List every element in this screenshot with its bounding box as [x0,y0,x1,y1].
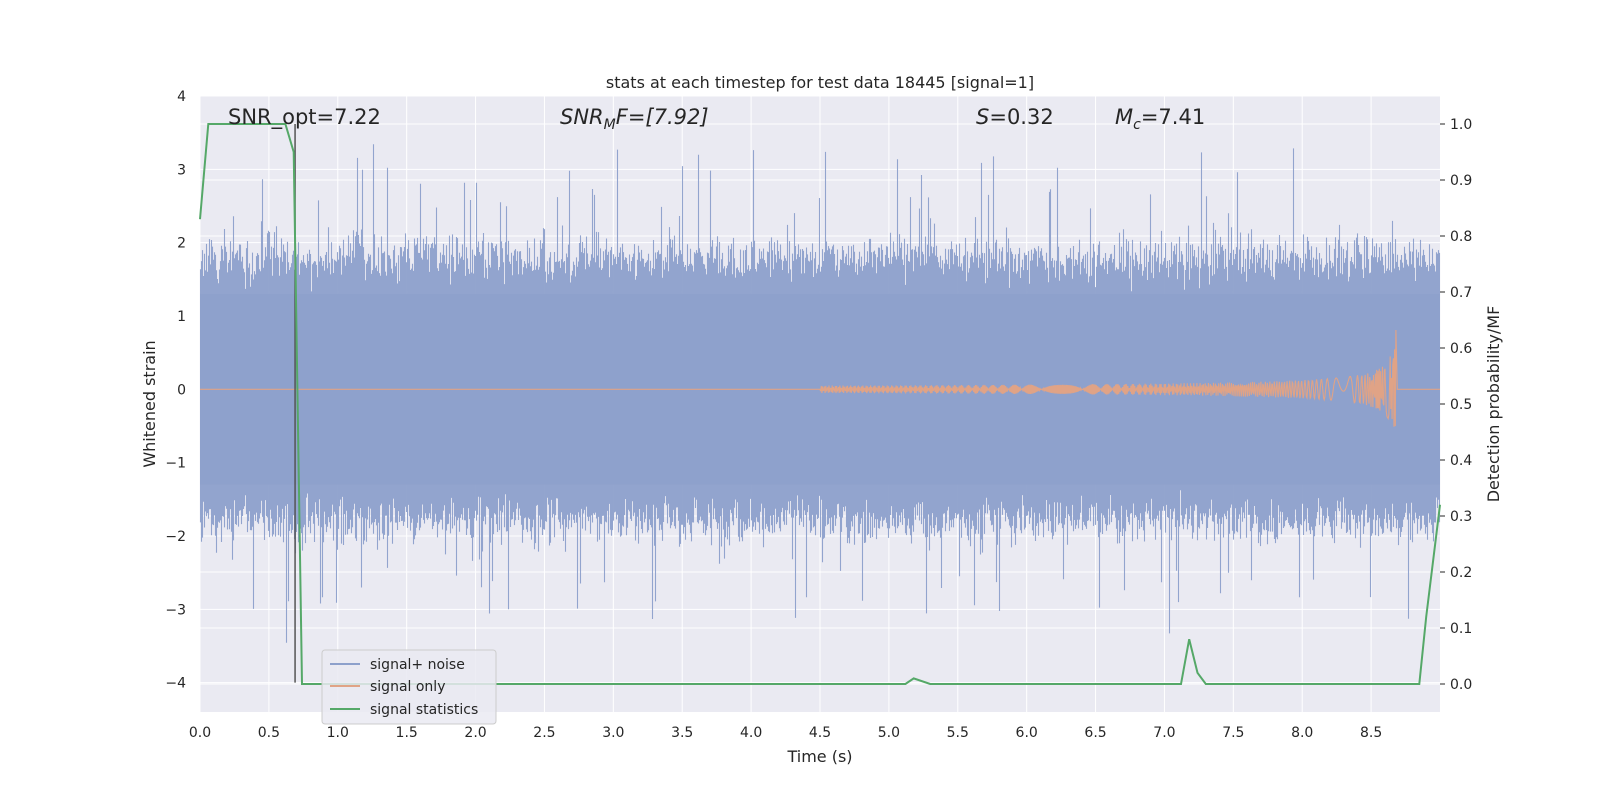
x-tick-label: 4.5 [809,725,831,741]
series-signal-only [200,329,1440,427]
y-left-tick-label: 3 [177,162,186,178]
y-right-tick-label: 0.8 [1450,229,1472,245]
annotation-mc-value: =7.41 [1141,105,1205,129]
x-tick-label: 8.5 [1360,725,1382,741]
y-left-tick-label: −3 [165,602,186,618]
y-right-tick-label: 0.7 [1450,285,1472,301]
legend-box [321,649,497,725]
legend-label-stats: signal statistics [370,702,478,718]
x-tick-label: 5.5 [947,725,969,741]
x-axis-ticks: 0.0 0.5 1.0 1.5 2.0 2.5 3.0 3.5 4.0 4.5 5.0 5.5 6.0 6… [189,725,1382,741]
y-right-tick-label: 0.1 [1450,621,1472,637]
annotation-mc-subscript: c [1133,117,1141,133]
signal-trace [200,329,1440,427]
x-tick-label: 3.0 [602,725,624,741]
y-axis-right-label: Detection probability/MF [1484,306,1503,503]
y-axis-right-ticks: 0.0 0.1 0.2 0.3 0.4 0.5 0.6 0.7 0.8 0.9 1.0 [1440,117,1472,693]
x-tick-label: 4.0 [740,725,762,741]
legend-label-signal: signal only [370,679,445,695]
series-signal-statistics [199,123,1441,685]
statistics-trace [199,123,1441,685]
x-tick-label: 6.0 [1016,725,1038,741]
annotation-snr-mf-symbol: SNR [560,105,604,129]
annotation-snr-mf-value: F=[7.92] [616,105,709,129]
annotation-mc: Mc=7.41 [1115,105,1205,133]
legend: signal+ noise signal only signal statist… [321,649,497,725]
y-left-tick-label: −4 [165,676,186,692]
x-tick-label: 3.5 [671,725,693,741]
annotation-s: S=0.32 [976,105,1054,129]
y-left-tick-label: −1 [165,456,186,472]
y-right-tick-label: 0.2 [1450,565,1472,581]
x-tick-label: 2.0 [464,725,486,741]
y-left-tick-label: 1 [177,309,186,325]
x-tick-label: 8.0 [1291,725,1313,741]
x-axis-label: Time (s) [786,747,852,766]
x-tick-label: 6.5 [1084,725,1106,741]
y-right-tick-label: 0.0 [1450,677,1472,693]
annotation-s-symbol: S [976,105,989,129]
x-tick-label: 0.5 [258,725,280,741]
y-right-tick-label: 0.5 [1450,397,1472,413]
y-axis-left-label: Whitened strain [140,340,159,467]
y-right-tick-label: 0.9 [1450,173,1472,189]
annotation-mc-symbol: M [1115,105,1133,129]
annotation-snr-mf: SNRMF=[7.92] [560,105,709,133]
y-right-tick-label: 0.3 [1450,509,1472,525]
chart-title: stats at each timestep for test data 184… [606,73,1034,92]
x-tick-label: 1.5 [396,725,418,741]
annotation-snr-mf-subscript: M [604,117,616,133]
y-right-tick-label: 0.6 [1450,341,1472,357]
annotation-s-value: =0.32 [989,105,1053,129]
x-tick-label: 1.0 [327,725,349,741]
y-left-tick-label: 4 [177,89,186,105]
legend-label-noise: signal+ noise [370,657,465,673]
x-tick-label: 0.0 [189,725,211,741]
y-right-tick-label: 1.0 [1450,117,1472,133]
annotation-snr-opt: SNR_opt=7.22 [228,105,381,130]
y-right-tick-label: 0.4 [1450,453,1472,469]
y-axis-left-ticks: −4 −3 −2 −1 0 1 2 3 4 [165,89,186,692]
x-tick-label: 7.0 [1153,725,1175,741]
y-left-tick-label: 0 [177,382,186,398]
x-tick-label: 7.5 [1222,725,1244,741]
y-left-tick-label: −2 [165,529,186,545]
y-left-tick-label: 2 [177,236,186,252]
x-tick-label: 2.5 [533,725,555,741]
x-tick-label: 5.0 [878,725,900,741]
